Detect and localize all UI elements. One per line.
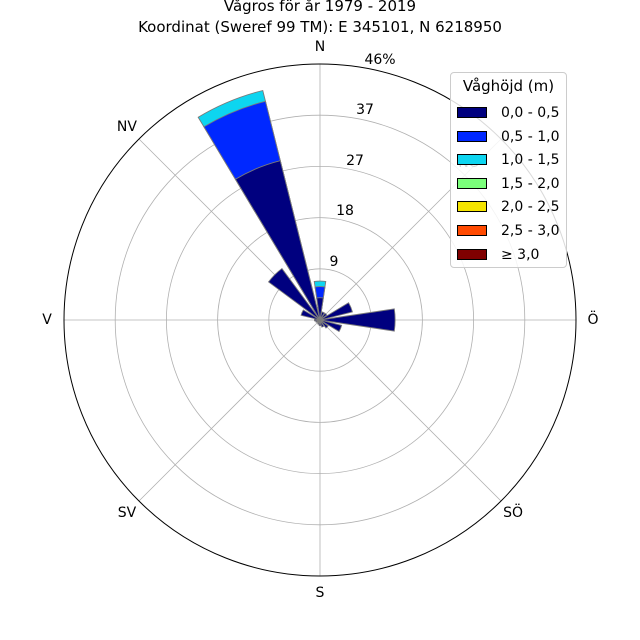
bar-292.5-stack-0	[300, 309, 321, 321]
legend-label: 0,5 - 1,0	[501, 128, 560, 145]
legend-item: ≥ 3,0	[457, 246, 565, 264]
bar-112.5-stack-0	[319, 319, 343, 333]
direction-label-sv: SV	[118, 505, 137, 521]
radial-tick-label: 18	[336, 203, 354, 219]
legend-item: 2,5 - 3,0	[457, 222, 565, 240]
grid-spoke	[319, 319, 502, 502]
legend-swatch	[457, 201, 487, 213]
legend: Våghöjd (m) 0,0 - 0,5 0,5 - 1,0 1,0 - 1,5 1…	[450, 72, 567, 268]
legend-swatch	[457, 225, 487, 236]
legend-item: 0,0 - 0,5	[457, 104, 565, 122]
direction-label-nv: NV	[117, 119, 137, 135]
bar-337.5-stack-0	[234, 160, 321, 321]
legend-item: 1,5 - 2,0	[457, 175, 565, 193]
radial-tick-label: 46%	[364, 52, 395, 68]
legend-item: 2,0 - 2,5	[457, 198, 565, 216]
bar-315-stack-0	[267, 267, 321, 321]
legend-label: ≥ 3,0	[501, 246, 540, 263]
legend-swatch	[457, 248, 487, 260]
chart-subtitle: Koordinat (Sweref 99 TM): E 345101, N 62…	[138, 18, 502, 36]
legend-label: 2,0 - 2,5	[501, 199, 560, 216]
radial-tick-label: 9	[330, 254, 339, 270]
legend-label: 0,0 - 0,5	[501, 105, 560, 121]
grid-spoke	[138, 319, 321, 502]
legend-swatch	[457, 107, 487, 118]
direction-label-s: S	[316, 585, 325, 601]
legend-swatch	[457, 130, 487, 142]
legend-item: 0,5 - 1,0	[457, 128, 565, 146]
bar-270-stack-0	[313, 318, 321, 322]
legend-label: 1,5 - 2,0	[501, 175, 560, 192]
legend-label: 1,0 - 1,5	[501, 152, 560, 169]
direction-label-ö: Ö	[587, 310, 598, 328]
bar-45-stack-0	[319, 312, 328, 321]
direction-label-n: N	[315, 39, 325, 55]
bar-90-stack-0	[319, 308, 396, 332]
bar-135-stack-0	[319, 319, 329, 329]
bar-67.5-stack-0	[319, 302, 353, 321]
legend-swatch	[457, 154, 487, 166]
bar-22.5-stack-0	[319, 311, 325, 321]
legend-swatch	[457, 177, 487, 189]
bar-0-stack-0	[316, 297, 324, 321]
legend-title: Våghöjd (m)	[462, 77, 555, 95]
chart-title: Vågros för år 1979 - 2019	[223, 0, 417, 15]
legend-label: 2,5 - 3,0	[501, 223, 560, 239]
radial-tick-label: 37	[356, 102, 374, 118]
direction-label-v: V	[42, 312, 52, 328]
radial-tick-label: 27	[346, 153, 364, 169]
legend-item: 1,0 - 1,5	[457, 151, 565, 169]
outer-circle	[63, 63, 577, 577]
bar-180-stack-0	[318, 319, 322, 327]
direction-label-sö: SÖ	[503, 503, 523, 521]
